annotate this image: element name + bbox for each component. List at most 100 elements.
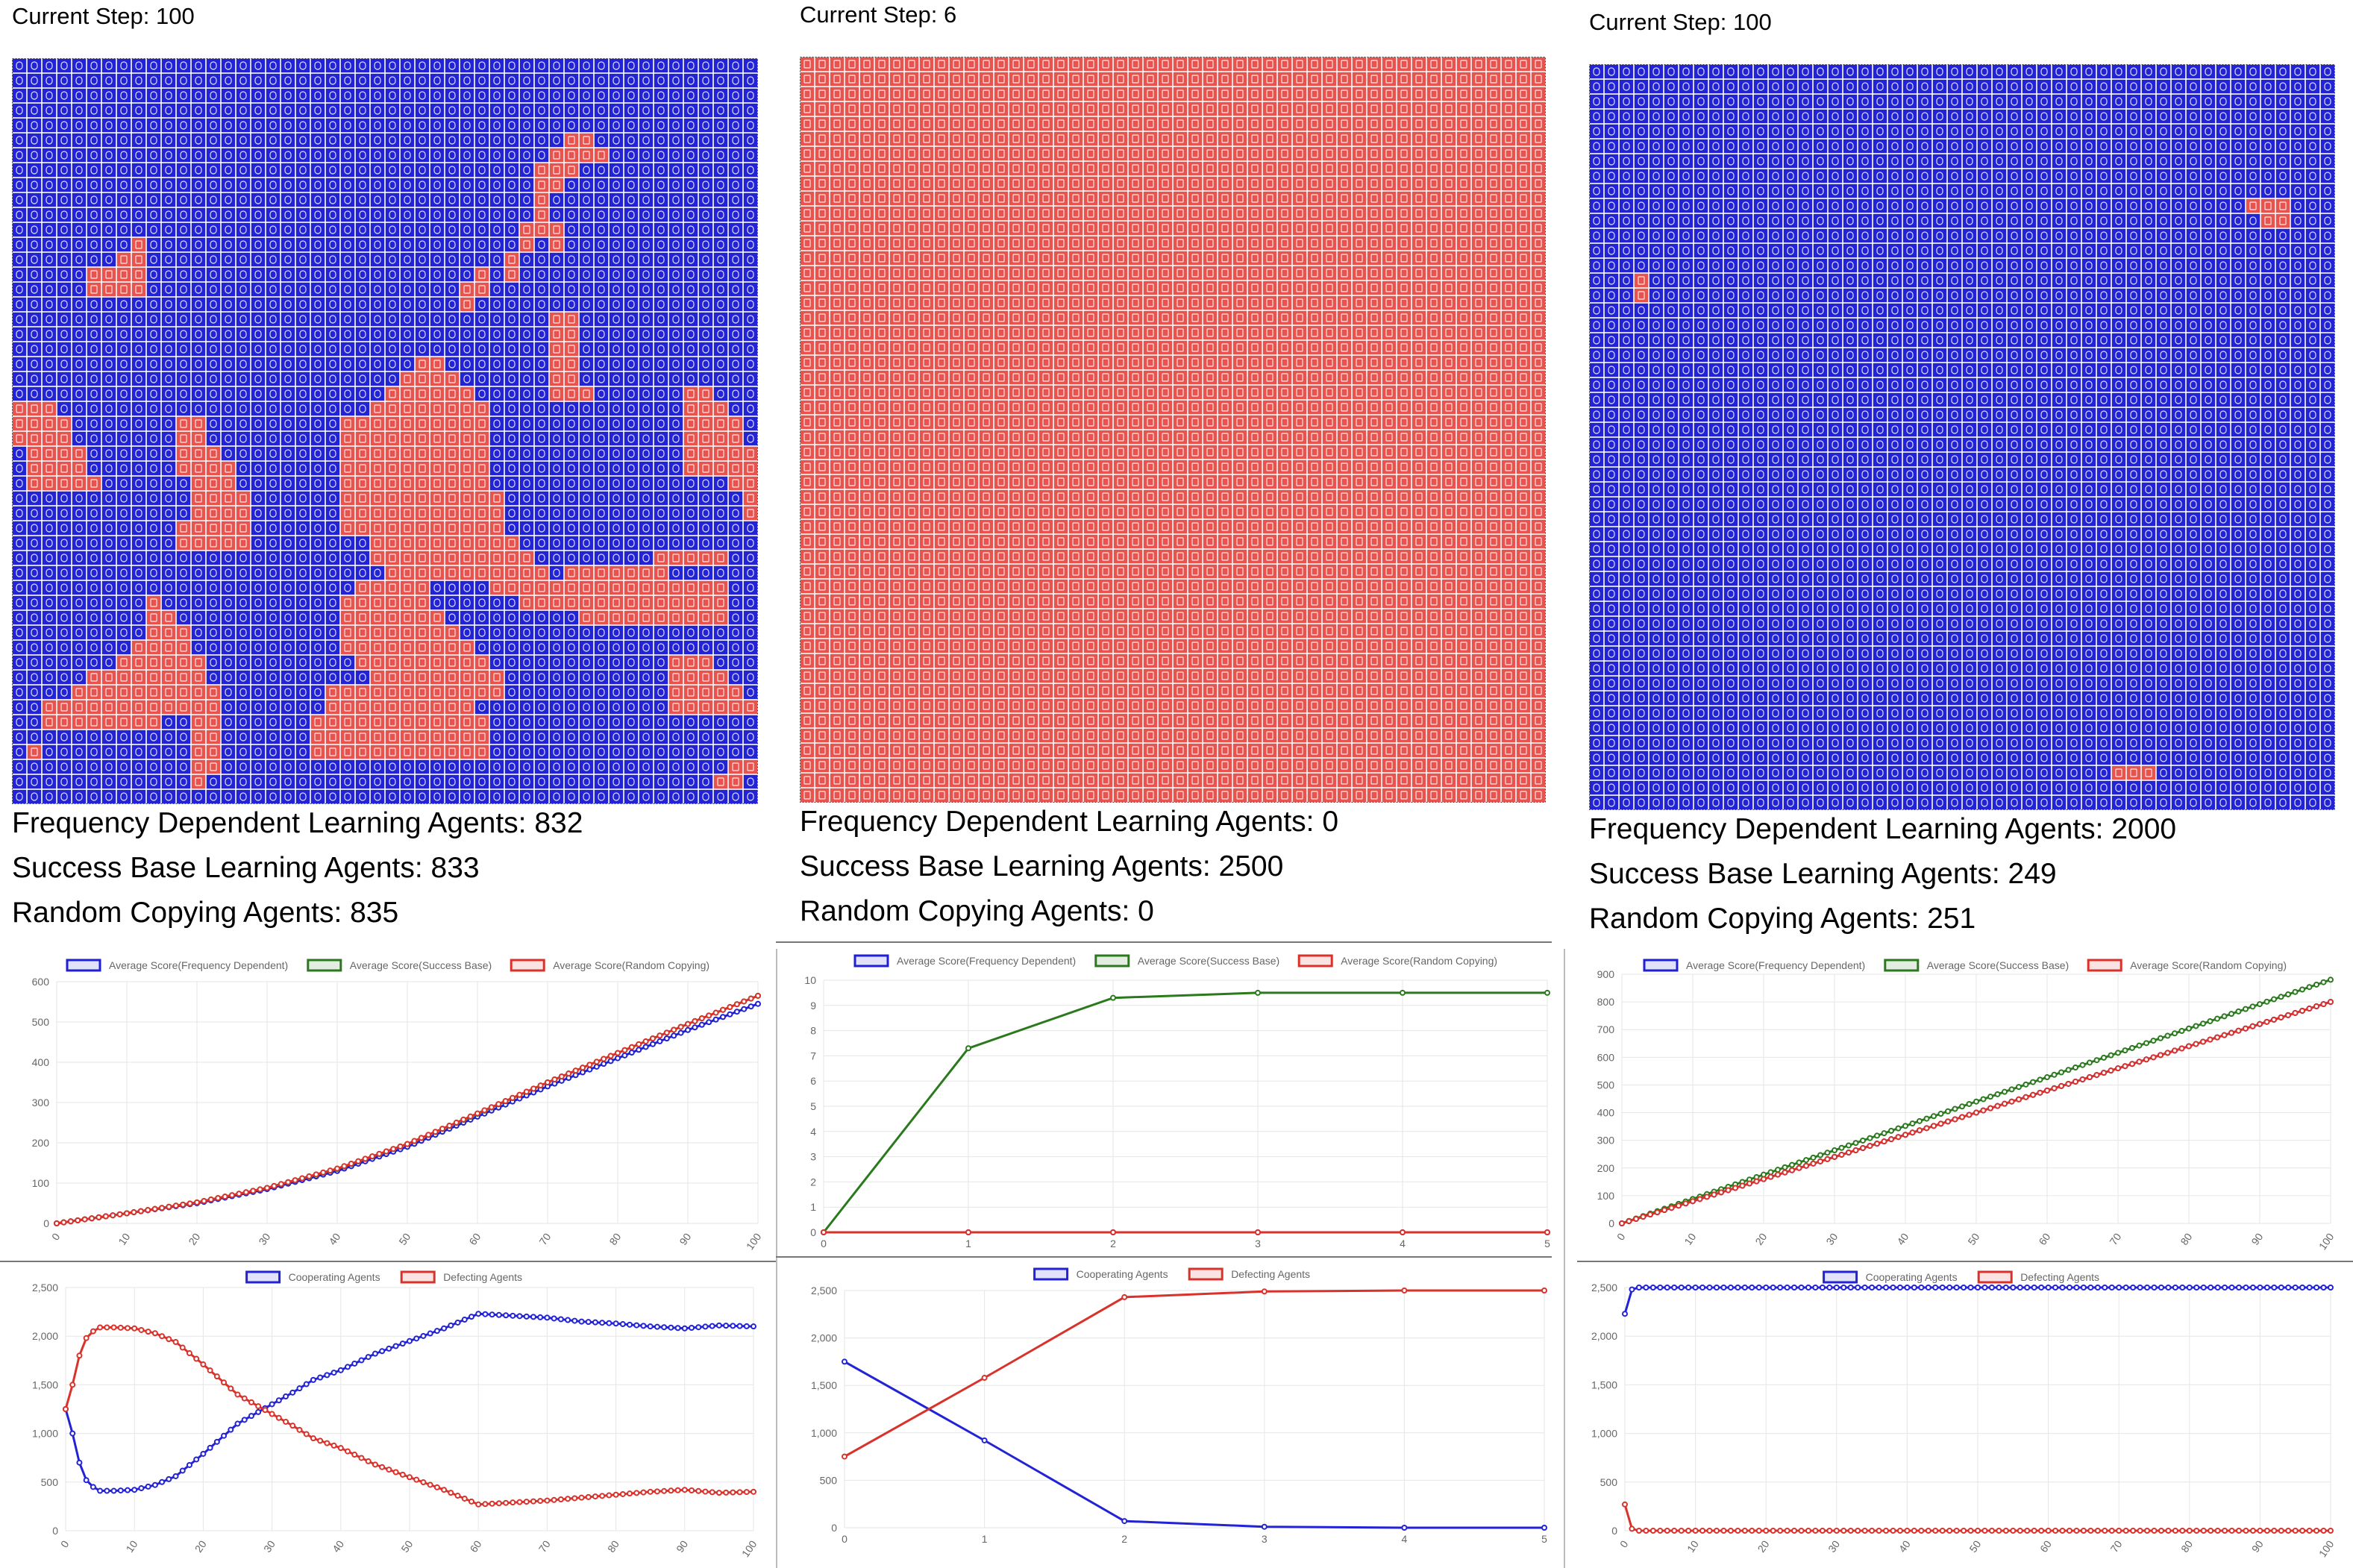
cooperating-agent-cell — [251, 580, 266, 595]
legend-item[interactable]: Defecting Agents — [400, 1270, 522, 1284]
defecting-agent-cell — [1158, 340, 1173, 355]
cooperating-agent-cell — [161, 237, 176, 252]
cooperating-agent-cell — [624, 655, 639, 670]
legend-item[interactable]: Average Score(Frequency Dependent) — [66, 959, 288, 972]
defecting-agent-cell — [1426, 489, 1441, 504]
defecting-agent-cell — [1098, 579, 1113, 594]
defecting-agent-cell — [874, 57, 889, 72]
chart-series — [63, 1311, 756, 1494]
defecting-agent-cell — [1038, 310, 1053, 325]
defecting-agent-cell — [370, 491, 385, 506]
defecting-agent-cell — [830, 594, 845, 609]
cooperating-agent-cell — [161, 595, 176, 610]
defecting-agent-cell — [1098, 87, 1113, 101]
defecting-agent-cell — [42, 476, 57, 491]
defecting-agent-cell — [1024, 519, 1038, 534]
legend-item[interactable]: Average Score(Random Copying) — [510, 959, 709, 972]
defecting-agent-cell — [668, 610, 683, 625]
cooperating-agent-cell — [131, 342, 146, 357]
defecting-agent-cell — [1292, 87, 1307, 101]
cooperating-agent-cell — [474, 207, 489, 222]
cooperating-agent-cell — [221, 118, 236, 133]
cooperating-agent-cell — [131, 774, 146, 789]
cooperating-agent-cell — [534, 610, 549, 625]
cooperating-agent-cell — [579, 655, 594, 670]
defecting-agent-cell — [460, 565, 474, 580]
defecting-agent-cell — [743, 491, 758, 506]
cooperating-agent-cell — [236, 192, 251, 207]
defecting-agent-cell — [1083, 57, 1098, 72]
cooperating-agent-cell — [325, 610, 340, 625]
defecting-agent-cell — [654, 551, 668, 565]
cooperating-agent-cell — [415, 789, 430, 804]
cooperating-agent-cell — [191, 148, 206, 163]
cooperating-agent-cell — [385, 163, 400, 178]
data-point — [633, 1322, 640, 1329]
data-point — [612, 1491, 619, 1498]
defecting-agent-cell — [1337, 579, 1352, 594]
defecting-agent-cell — [949, 87, 964, 101]
cooperating-agent-cell — [504, 461, 519, 476]
cooperating-agent-cell — [340, 386, 355, 401]
defecting-agent-cell — [1531, 266, 1546, 280]
cooperating-agent-cell — [564, 506, 579, 521]
cooperating-agent-cell — [639, 715, 654, 730]
cooperating-agent-cell — [12, 163, 27, 178]
defecting-agent-cell — [934, 57, 949, 72]
cooperating-agent-cell — [489, 103, 504, 118]
defecting-agent-cell — [1068, 87, 1083, 101]
defecting-agent-cell — [949, 161, 964, 176]
data-point — [76, 1459, 83, 1466]
cooperating-agent-cell — [266, 207, 281, 222]
defecting-agent-cell — [800, 101, 815, 116]
defecting-agent-cell — [1038, 385, 1053, 400]
cooperating-agent-cell — [325, 401, 340, 416]
legend-item[interactable]: Average Score(Success Base) — [307, 959, 492, 972]
defecting-agent-cell — [430, 536, 445, 551]
cooperating-agent-cell — [87, 640, 101, 655]
cooperating-agent-cell — [221, 237, 236, 252]
cooperating-agent-cell — [87, 58, 101, 73]
defecting-agent-cell — [1247, 146, 1262, 161]
data-point — [151, 1205, 158, 1212]
defecting-agent-cell — [1277, 549, 1292, 564]
defecting-agent-cell — [1024, 489, 1038, 504]
cooperating-agent-cell — [474, 342, 489, 357]
defecting-agent-cell — [1501, 57, 1516, 72]
cooperating-agent-cell — [460, 789, 474, 804]
defecting-agent-cell — [1053, 504, 1068, 519]
defecting-agent-cell — [1038, 295, 1053, 310]
cooperating-agent-cell — [116, 386, 131, 401]
cooperating-agent-cell — [101, 178, 116, 192]
defecting-agent-cell — [919, 340, 934, 355]
defecting-agent-cell — [800, 236, 815, 251]
defecting-agent-cell — [1516, 430, 1531, 445]
x-tick-label: 30 — [261, 1538, 278, 1555]
cooperating-agent-cell — [310, 595, 325, 610]
defecting-agent-cell — [1068, 325, 1083, 340]
cooperating-agent-cell — [534, 431, 549, 446]
cooperating-agent-cell — [445, 178, 460, 192]
cooperating-agent-cell — [12, 446, 27, 461]
defecting-agent-cell — [845, 116, 859, 131]
defecting-agent-cell — [1456, 191, 1471, 206]
defecting-agent-cell — [1143, 310, 1158, 325]
defecting-agent-cell — [1307, 72, 1322, 87]
defecting-agent-cell — [1456, 430, 1471, 445]
cooperating-agent-cell — [310, 685, 325, 700]
cooperating-agent-cell — [176, 327, 191, 342]
defecting-agent-cell — [1203, 474, 1218, 489]
cooperating-agent-cell — [281, 446, 295, 461]
defecting-agent-cell — [1232, 191, 1247, 206]
cooperating-agent-cell — [191, 207, 206, 222]
cooperating-agent-cell — [654, 670, 668, 685]
legend-item[interactable]: Cooperating Agents — [245, 1270, 380, 1284]
defecting-agent-cell — [919, 57, 934, 72]
cooperating-agent-cell — [42, 118, 57, 133]
defecting-agent-cell — [1277, 146, 1292, 161]
cooperating-agent-cell — [385, 103, 400, 118]
defecting-agent-cell — [979, 400, 994, 415]
defecting-agent-cell — [1053, 72, 1068, 87]
cooperating-agent-cell — [176, 491, 191, 506]
cooperating-agent-cell — [698, 744, 713, 759]
